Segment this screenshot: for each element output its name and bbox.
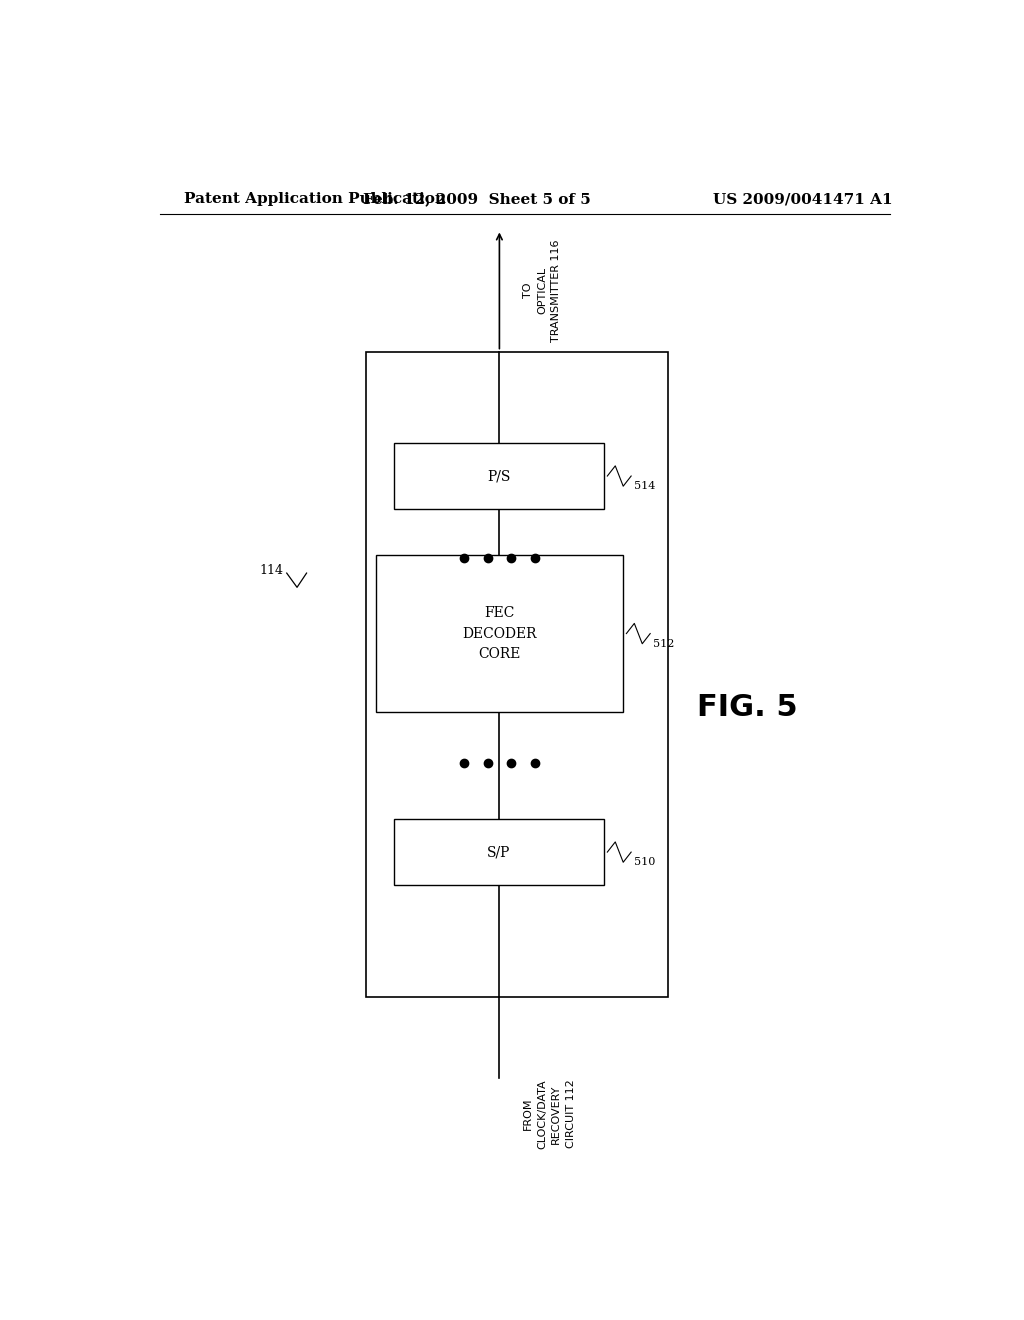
Text: S/P: S/P: [487, 845, 511, 859]
Text: TO: TO: [522, 282, 532, 298]
Text: 512: 512: [652, 639, 674, 648]
Text: 114: 114: [259, 564, 283, 577]
Text: 514: 514: [634, 482, 655, 491]
Text: OPTICAL: OPTICAL: [537, 267, 547, 314]
Text: Patent Application Publication: Patent Application Publication: [183, 191, 445, 206]
Text: CIRCUIT 112: CIRCUIT 112: [565, 1080, 575, 1148]
Text: 510: 510: [634, 857, 655, 867]
Bar: [394, 818, 604, 886]
Text: TRANSMITTER 116: TRANSMITTER 116: [551, 239, 561, 342]
Bar: [394, 444, 604, 510]
Text: Feb. 12, 2009  Sheet 5 of 5: Feb. 12, 2009 Sheet 5 of 5: [364, 191, 591, 206]
Bar: [367, 351, 668, 997]
Text: P/S: P/S: [487, 469, 511, 483]
Text: US 2009/0041471 A1: US 2009/0041471 A1: [713, 191, 892, 206]
Text: FROM: FROM: [522, 1097, 532, 1130]
Text: FIG. 5: FIG. 5: [696, 693, 798, 722]
Text: CLOCK/DATA: CLOCK/DATA: [537, 1078, 547, 1148]
Text: RECOVERY: RECOVERY: [551, 1084, 561, 1143]
Bar: [376, 554, 624, 713]
Text: FEC
DECODER
CORE: FEC DECODER CORE: [462, 606, 537, 661]
